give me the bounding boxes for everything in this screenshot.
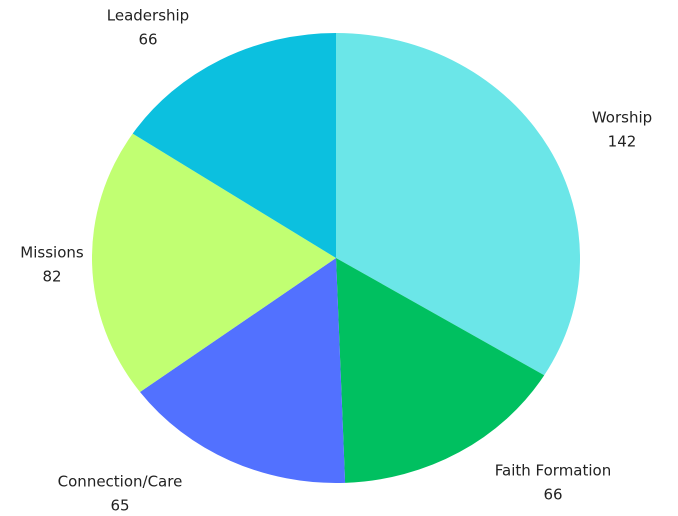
slice-label: Worship [592,109,652,127]
slice-value: 65 [110,497,129,515]
slice-label: Missions [20,244,84,262]
slice-label: Connection/Care [58,473,183,491]
pie-slice [140,258,346,484]
pie-slice [336,258,545,483]
pie-slice [91,133,336,393]
slice-value: 82 [42,268,61,286]
slice-value: 142 [608,133,637,151]
pie-slice [336,33,580,376]
slice-label: Leadership [107,7,189,25]
pie-slice [132,33,336,258]
slice-label: Faith Formation [495,462,611,480]
slice-value: 66 [138,31,157,49]
slice-value: 66 [543,486,562,504]
